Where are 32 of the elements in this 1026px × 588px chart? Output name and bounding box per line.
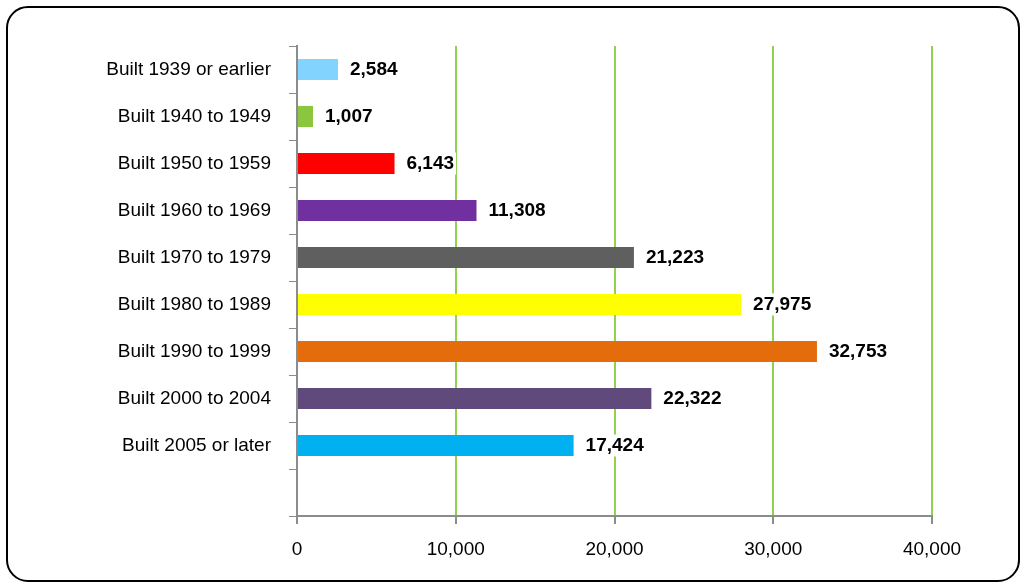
y-tick-label: Built 1980 to 1989 [117,292,271,314]
y-tick-label: Built 1960 to 1969 [117,198,271,220]
data-label: 22,322 [663,386,722,408]
y-tick-label: Built 1970 to 1979 [117,245,271,267]
bar [298,105,313,128]
bar [298,246,634,269]
y-tick-label: Built 2005 or later [122,433,272,455]
bar [298,199,477,222]
data-label: 11,308 [488,198,546,220]
bar [298,434,574,457]
data-label: 6,143 [406,151,455,173]
y-tick-label: Built 1990 to 1999 [117,339,271,361]
bar [298,340,817,363]
data-label: 27,975 [753,292,812,314]
bar [298,387,652,410]
data-label: 21,223 [645,245,705,267]
y-tick-label: Built 1939 or earlier [106,57,272,79]
x-tick-label: 20,000 [585,537,644,559]
data-label: 1,007 [324,104,373,126]
bar [298,58,339,81]
bar [298,152,395,175]
x-tick-label: 0 [291,537,303,559]
data-label: 32,753 [828,339,888,361]
x-tick-label: 40,000 [902,537,962,559]
y-tick-label: Built 1940 to 1949 [117,104,271,126]
bar [298,293,742,316]
y-tick-label: Built 2000 to 2004 [117,386,272,408]
y-tick-label: Built 1950 to 1959 [117,151,271,173]
x-tick-label: 10,000 [426,537,485,559]
x-tick-label: 30,000 [744,537,803,559]
data-label: 17,424 [585,433,645,455]
data-label: 2,584 [350,57,398,79]
